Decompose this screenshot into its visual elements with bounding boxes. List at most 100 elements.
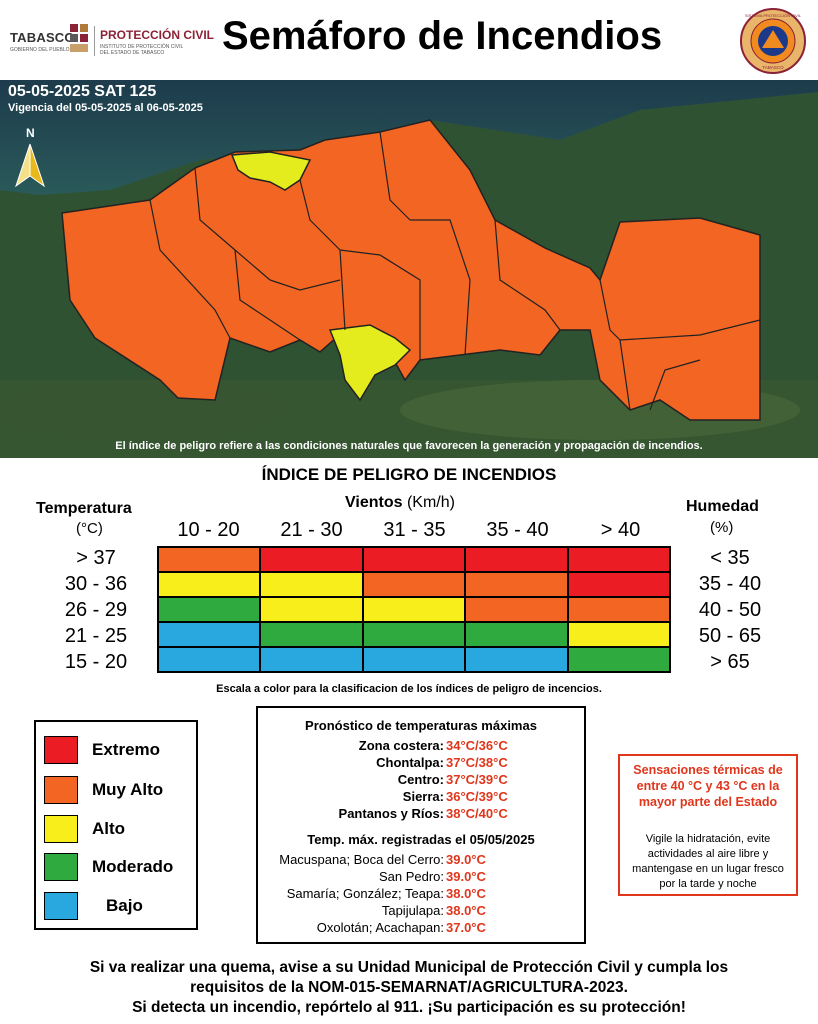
recorded-location: San Pedro: [378, 869, 444, 884]
forecast-row: Pantanos y Ríos: 38°C/40°C [258, 806, 568, 822]
recorded-location: Oxolotán; Acachapan: [316, 920, 444, 935]
seal-text-bottom: TABASCO [762, 65, 784, 70]
bulletin-id: 05-05-2025 SAT 125 [8, 83, 157, 100]
pc-sub-line-1: INSTITUTO DE PROTECCIÓN CIVIL [100, 44, 184, 50]
recorded-row: Samaría; González; Teapa: 38.0°C [258, 886, 568, 902]
footer-message: Si va realizar una quema, avise a su Uni… [0, 958, 818, 1018]
risk-cell-extremo [567, 547, 670, 572]
north-label: N [26, 126, 35, 140]
risk-cell-moderado [158, 597, 261, 622]
forecast-title: Pronóstico de temperaturas máximas [305, 718, 537, 733]
temperature-unit: (°C) [76, 520, 103, 537]
wind-header: Vientos (Km/h) [250, 494, 550, 512]
legend-label: Muy Alto [92, 780, 164, 799]
humidity-unit: (%) [710, 519, 734, 536]
legend-label: Bajo [106, 896, 143, 915]
wind-category: 31 - 35 [383, 519, 446, 541]
page-title: Semáforo de Incendios [222, 14, 663, 58]
forecast-region: Chontalpa: [376, 755, 444, 770]
risk-cell-muy-alto [567, 597, 670, 622]
seal-triangle-icon [762, 30, 784, 48]
recorded-row: Oxolotán; Acachapan: 37.0°C [258, 920, 568, 936]
recorded-title: Temp. máx. registradas el 05/05/2025 [307, 832, 535, 847]
recorded-row: San Pedro: 39.0°C [258, 869, 568, 885]
risk-cell-extremo [465, 547, 568, 572]
risk-cell-extremo [567, 572, 670, 597]
forecast-region: Pantanos y Ríos: [338, 806, 444, 821]
risk-cell-bajo [362, 647, 466, 672]
proteccion-civil-logo: PROTECCIÓN CIVIL INSTITUTO DE PROTECCIÓN… [100, 24, 220, 64]
recorded-location: Samaría; González; Teapa: [286, 886, 444, 901]
header-divider [94, 26, 95, 56]
recorded-value: 38.0°C [446, 886, 486, 901]
risk-cell-alto [567, 622, 670, 647]
recorded-value: 38.0°C [446, 903, 486, 918]
seal-text-top: SISTEMA PROTECCIÓN CIVIL [745, 13, 802, 18]
risk-cell-moderado [567, 647, 670, 672]
civil-protection-seal: SISTEMA PROTECCIÓN CIVIL TABASCO [740, 8, 806, 74]
risk-cell-moderado [465, 622, 568, 647]
tabasco-logo-subtext: GOBIERNO DEL PUEBLO [10, 47, 70, 53]
legend-swatch [44, 815, 78, 843]
validity-period: Vigencia del 05-05-2025 al 06-05-2025 [8, 102, 203, 114]
risk-cell-muy-alto [465, 572, 568, 597]
temperature-row-label: > 37 [76, 547, 116, 569]
risk-cell-alto [260, 597, 363, 622]
temperature-row-label: 21 - 25 [64, 625, 128, 647]
risk-legend: Extremo Muy Alto Alto Moderado Bajo [34, 720, 198, 930]
forecast-region: Sierra: [402, 789, 444, 804]
forecast-region: Centro: [397, 772, 444, 787]
risk-cell-muy-alto [465, 597, 568, 622]
risk-cell-moderado [260, 622, 363, 647]
legend-label: Alto [92, 819, 126, 838]
heat-warning-body: Vigile la hidratación, evite actividades… [632, 833, 784, 890]
header: TABASCO GOBIERNO DEL PUEBLO PROTECCIÓN C… [0, 0, 818, 80]
forecast-row: Sierra: 36°C/39°C [258, 789, 568, 805]
tabasco-logo-text: TABASCO [10, 30, 75, 45]
legend-swatch [44, 892, 78, 920]
legend-swatch [44, 853, 78, 881]
recorded-location: Macuspana; Boca del Cerro: [279, 852, 444, 867]
legend-swatch [44, 736, 78, 764]
temperature-row-label: 15 - 20 [64, 651, 128, 673]
wind-category: > 40 [600, 519, 641, 541]
risk-cell-alto [260, 572, 363, 597]
legend-label: Moderado [92, 857, 174, 876]
map-graphic [0, 80, 818, 458]
legend-label: Extremo [92, 740, 161, 759]
forecast-value: 34°C/36°C [446, 738, 508, 753]
wind-category: 10 - 20 [177, 519, 240, 541]
risk-cell-muy-alto [158, 547, 261, 572]
north-arrow-icon [15, 143, 45, 188]
recorded-row: Tapijulapa: 38.0°C [258, 903, 568, 919]
recorded-location: Tapijulapa: [381, 903, 444, 918]
footer-line-3: Si detecta un incendio, repórtelo al 911… [132, 999, 686, 1016]
humidity-row-label: 35 - 40 [698, 573, 762, 595]
humidity-title: Humedad [686, 498, 759, 515]
wind-title: Vientos [345, 494, 403, 511]
coastal-alto-region [230, 151, 312, 191]
humidity-row-label: 40 - 50 [698, 599, 762, 621]
heat-warning-title: Sensaciones térmicas de entre 40 °C y 43… [633, 763, 783, 809]
southern-alto-region [328, 324, 412, 402]
risk-cell-moderado [362, 622, 466, 647]
municipal-boundaries [149, 131, 761, 411]
wind-unit: (Km/h) [406, 494, 455, 511]
tabasco-emblem-icon [70, 24, 88, 52]
risk-cell-alto [362, 597, 466, 622]
risk-cell-bajo [158, 622, 261, 647]
humidity-row-label: 50 - 65 [698, 625, 762, 647]
gulf-of-mexico [0, 80, 818, 195]
temperature-row-label: 30 - 36 [64, 573, 128, 595]
map-note: El índice de peligro refiere a las condi… [115, 440, 703, 452]
proteccion-civil-logo-subtext: INSTITUTO DE PROTECCIÓN CIVIL DEL ESTADO … [100, 44, 183, 56]
risk-cell-bajo [465, 647, 568, 672]
proteccion-civil-logo-text: PROTECCIÓN CIVIL [100, 28, 215, 42]
temperature-row-label: 26 - 29 [64, 599, 128, 621]
forecast-value: 36°C/39°C [446, 789, 508, 804]
fire-risk-map: 05-05-2025 SAT 125 Vigencia del 05-05-20… [0, 80, 818, 458]
index-title: ÍNDICE DE PELIGRO DE INCENDIOS [261, 465, 557, 484]
footer-line-2: requisitos de la NOM-015-SEMARNAT/AGRICU… [190, 979, 628, 996]
heat-warning-box: Sensaciones térmicas de entre 40 °C y 43… [618, 754, 798, 896]
recorded-value: 39.0°C [446, 869, 486, 884]
